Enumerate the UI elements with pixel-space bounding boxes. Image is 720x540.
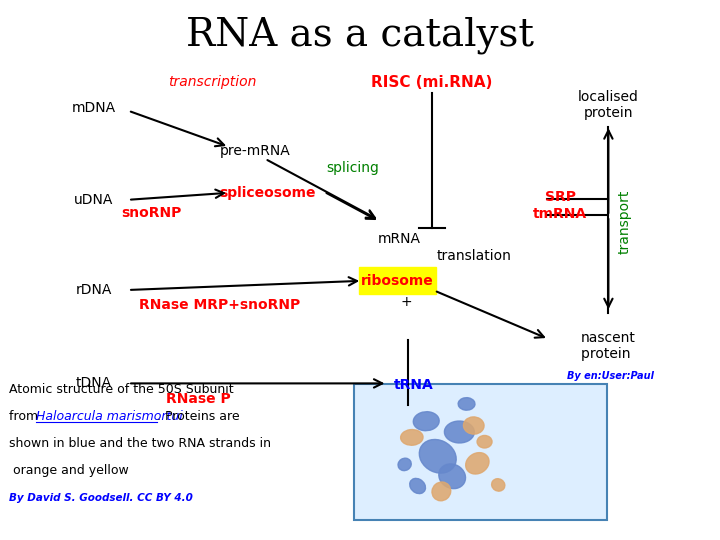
Ellipse shape bbox=[464, 417, 484, 434]
Ellipse shape bbox=[400, 429, 423, 445]
Text: protein: protein bbox=[584, 106, 633, 120]
Text: By en:User:Paul: By en:User:Paul bbox=[567, 372, 654, 381]
Text: tDNA: tDNA bbox=[76, 376, 112, 390]
Ellipse shape bbox=[410, 478, 426, 494]
Text: nascent: nascent bbox=[581, 330, 636, 345]
Ellipse shape bbox=[444, 421, 474, 443]
Text: +: + bbox=[401, 295, 413, 309]
Text: tRNA: tRNA bbox=[394, 378, 434, 392]
Text: localised: localised bbox=[578, 90, 639, 104]
Text: SRP: SRP bbox=[544, 190, 576, 204]
Text: rDNA: rDNA bbox=[76, 283, 112, 297]
Text: Haloarcula marismortui: Haloarcula marismortui bbox=[36, 410, 183, 423]
FancyBboxPatch shape bbox=[359, 267, 436, 294]
Text: Atomic structure of the 50S Subunit: Atomic structure of the 50S Subunit bbox=[9, 383, 233, 396]
Ellipse shape bbox=[477, 435, 492, 448]
Text: mRNA: mRNA bbox=[378, 232, 421, 246]
Text: mDNA: mDNA bbox=[71, 101, 116, 115]
Text: . Proteins are: . Proteins are bbox=[157, 410, 240, 423]
Ellipse shape bbox=[492, 478, 505, 491]
Ellipse shape bbox=[432, 482, 451, 501]
Text: pre-mRNA: pre-mRNA bbox=[220, 144, 291, 158]
Text: orange and yellow: orange and yellow bbox=[9, 464, 128, 477]
Text: shown in blue and the two RNA strands in: shown in blue and the two RNA strands in bbox=[9, 437, 271, 450]
FancyBboxPatch shape bbox=[354, 384, 607, 520]
Text: splicing: splicing bbox=[326, 161, 379, 176]
Text: translation: translation bbox=[436, 249, 511, 264]
Text: RNase P: RNase P bbox=[166, 392, 230, 406]
Text: By David S. Goodsell. CC BY 4.0: By David S. Goodsell. CC BY 4.0 bbox=[9, 493, 192, 503]
Text: RNA as a catalyst: RNA as a catalyst bbox=[186, 16, 534, 54]
Text: transport: transport bbox=[618, 189, 632, 254]
Ellipse shape bbox=[398, 458, 411, 471]
Ellipse shape bbox=[419, 440, 456, 473]
Ellipse shape bbox=[438, 464, 466, 489]
Text: from: from bbox=[9, 410, 42, 423]
Text: transcription: transcription bbox=[168, 75, 256, 89]
Text: protein: protein bbox=[582, 347, 635, 361]
Text: ribosome: ribosome bbox=[361, 274, 434, 288]
Ellipse shape bbox=[466, 453, 489, 474]
Text: tmRNA: tmRNA bbox=[533, 207, 588, 221]
Ellipse shape bbox=[413, 411, 439, 431]
Text: spliceosome: spliceosome bbox=[220, 186, 316, 200]
Text: snoRNP: snoRNP bbox=[121, 206, 181, 220]
Text: RISC (mi.RNA): RISC (mi.RNA) bbox=[372, 75, 492, 90]
Text: uDNA: uDNA bbox=[74, 193, 113, 207]
Text: RNase MRP+snoRNP: RNase MRP+snoRNP bbox=[139, 298, 300, 312]
Ellipse shape bbox=[458, 397, 475, 410]
